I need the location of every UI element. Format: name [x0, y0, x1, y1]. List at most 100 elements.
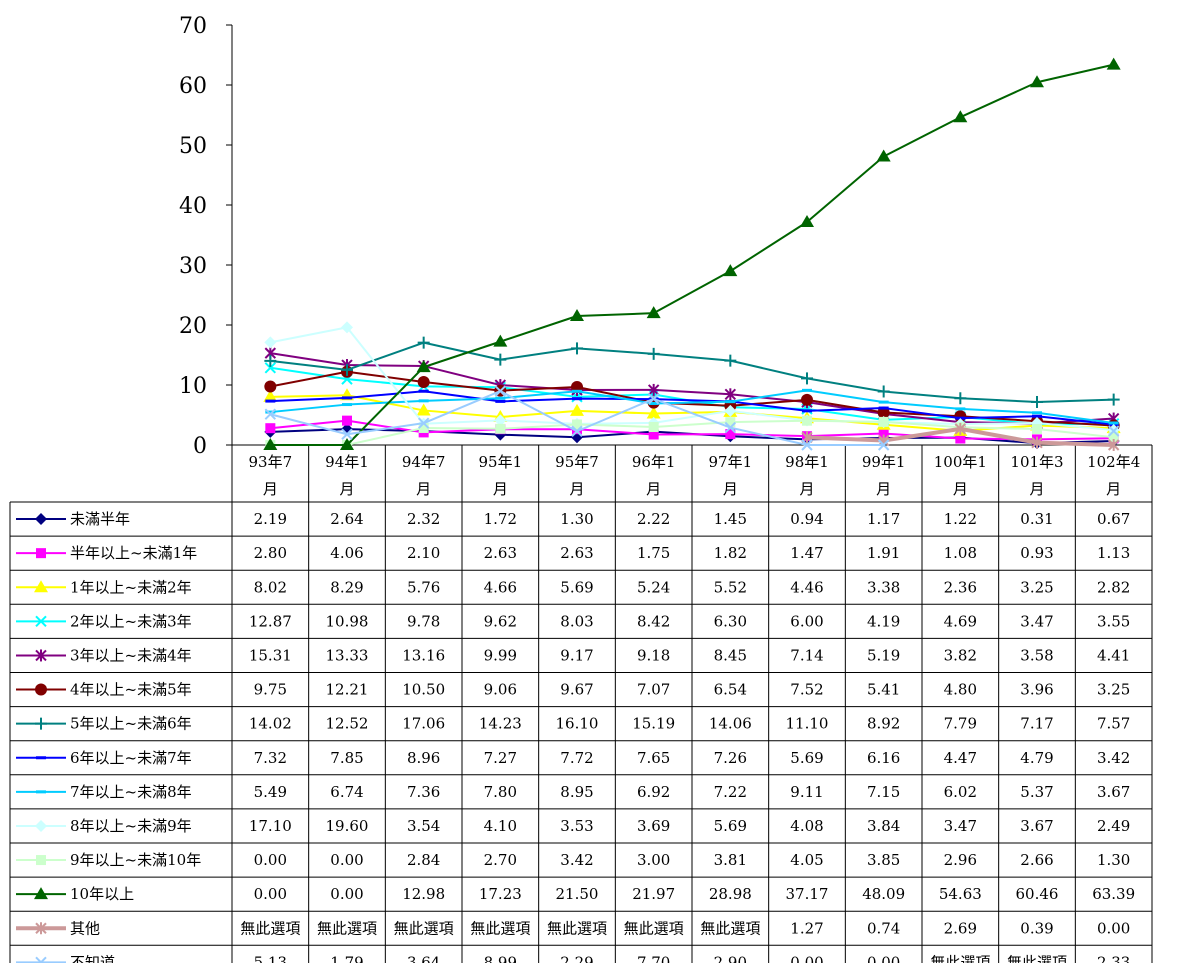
data-point	[342, 415, 352, 426]
data-label: 13.16	[402, 646, 445, 664]
x-tick-label-suffix: 月	[646, 480, 661, 498]
data-point	[1107, 425, 1120, 437]
data-label: 3.47	[1020, 612, 1053, 630]
data-label: 1.27	[790, 919, 823, 937]
data-label: 3.82	[944, 646, 977, 664]
data-label: 4.06	[330, 544, 363, 562]
data-label: 13.33	[326, 646, 369, 664]
data-label: 4.66	[484, 578, 517, 596]
data-point	[264, 408, 277, 420]
data-point	[264, 362, 277, 374]
data-point	[802, 415, 812, 426]
data-label: 8.92	[867, 715, 900, 733]
data-label: 63.39	[1092, 885, 1135, 903]
data-point	[877, 439, 890, 451]
data-label: 9.18	[637, 646, 670, 664]
data-label: 4.47	[944, 749, 977, 767]
legend-label: 2年以上~未滿3年	[70, 612, 192, 630]
data-point	[646, 306, 661, 319]
data-label: 19.60	[326, 817, 369, 835]
legend-label: 8年以上~未滿9年	[70, 817, 192, 835]
data-point	[647, 393, 660, 405]
data-label: 3.25	[1097, 681, 1130, 699]
data-label: 3.84	[867, 817, 900, 835]
data-point	[1108, 432, 1119, 443]
data-label: 2.63	[560, 544, 593, 562]
data-point	[494, 353, 507, 366]
data-label: 8.99	[484, 953, 517, 963]
data-point	[416, 360, 431, 373]
data-point	[572, 419, 582, 430]
data-label: 2.70	[484, 851, 517, 869]
x-tick-label: 98年1	[785, 453, 829, 471]
data-label: 5.49	[254, 783, 287, 801]
y-tick-label: 30	[179, 254, 207, 279]
data-label: 7.52	[790, 681, 823, 699]
legend-key-marker	[36, 855, 46, 866]
legend-label: 1年以上~未滿2年	[70, 578, 192, 596]
data-label: 9.67	[560, 681, 593, 699]
data-label: 0.00	[330, 885, 363, 903]
data-point	[1031, 436, 1043, 449]
data-label: 2.33	[1097, 953, 1130, 963]
data-label: 8.95	[560, 783, 593, 801]
data-point	[955, 433, 966, 444]
x-tick-label-suffix: 月	[953, 480, 968, 498]
legend-label: 10年以上	[70, 885, 134, 903]
data-point	[1106, 57, 1121, 70]
data-point	[801, 372, 813, 385]
data-label: 9.75	[254, 681, 287, 699]
data-label: 3.53	[560, 817, 593, 835]
data-point	[1032, 424, 1042, 435]
data-label: 無此選項	[470, 919, 530, 937]
data-label: 14.06	[709, 715, 752, 733]
data-label: 8.02	[254, 578, 287, 596]
legend-key-marker	[34, 580, 48, 593]
data-label: 無此選項	[1007, 953, 1067, 963]
data-point	[648, 422, 659, 432]
x-tick-label: 97年1	[709, 453, 753, 471]
data-label: 60.46	[1016, 885, 1059, 903]
legend-key-marker	[36, 548, 46, 559]
data-label: 2.36	[944, 578, 977, 596]
data-label: 7.57	[1097, 715, 1130, 733]
data-point	[1031, 395, 1043, 408]
x-tick-label: 95年1	[479, 453, 523, 471]
data-point	[725, 417, 736, 428]
data-label: 21.97	[632, 885, 675, 903]
data-point	[953, 110, 968, 123]
x-tick-label: 96年1	[632, 453, 676, 471]
data-label: 4.46	[790, 578, 823, 596]
data-label: 6.92	[637, 783, 670, 801]
data-label: 10.50	[402, 681, 445, 699]
data-label: 1.08	[944, 544, 977, 562]
data-point	[954, 392, 967, 405]
legend-label: 9年以上~未滿10年	[70, 851, 201, 869]
data-label: 10.98	[326, 612, 369, 630]
data-point	[1107, 393, 1120, 406]
data-label: 15.31	[249, 646, 292, 664]
x-tick-label: 94年1	[325, 453, 369, 471]
data-point	[954, 422, 967, 435]
data-label: 7.72	[560, 749, 593, 767]
data-label: 4.05	[790, 851, 823, 869]
data-label: 2.49	[1097, 817, 1130, 835]
legend-key-marker	[35, 819, 47, 832]
x-tick-label-suffix: 月	[416, 480, 431, 498]
data-label: 0.00	[1097, 919, 1130, 937]
data-label: 無此選項	[547, 919, 607, 937]
data-label: 8.45	[714, 646, 747, 664]
y-tick-label: 50	[179, 134, 207, 159]
legend-label: 3年以上~未滿4年	[70, 646, 192, 664]
data-point	[265, 423, 276, 434]
data-label: 7.32	[254, 749, 287, 767]
data-label: 4.69	[944, 612, 977, 630]
data-point	[801, 393, 813, 406]
data-label: 無此選項	[317, 919, 377, 937]
x-tick-label-suffix: 月	[569, 480, 584, 498]
data-label: 7.70	[637, 953, 670, 963]
data-label: 2.69	[944, 919, 977, 937]
data-label: 9.17	[560, 646, 593, 664]
y-tick-label: 60	[179, 74, 207, 99]
data-label: 3.67	[1097, 783, 1130, 801]
